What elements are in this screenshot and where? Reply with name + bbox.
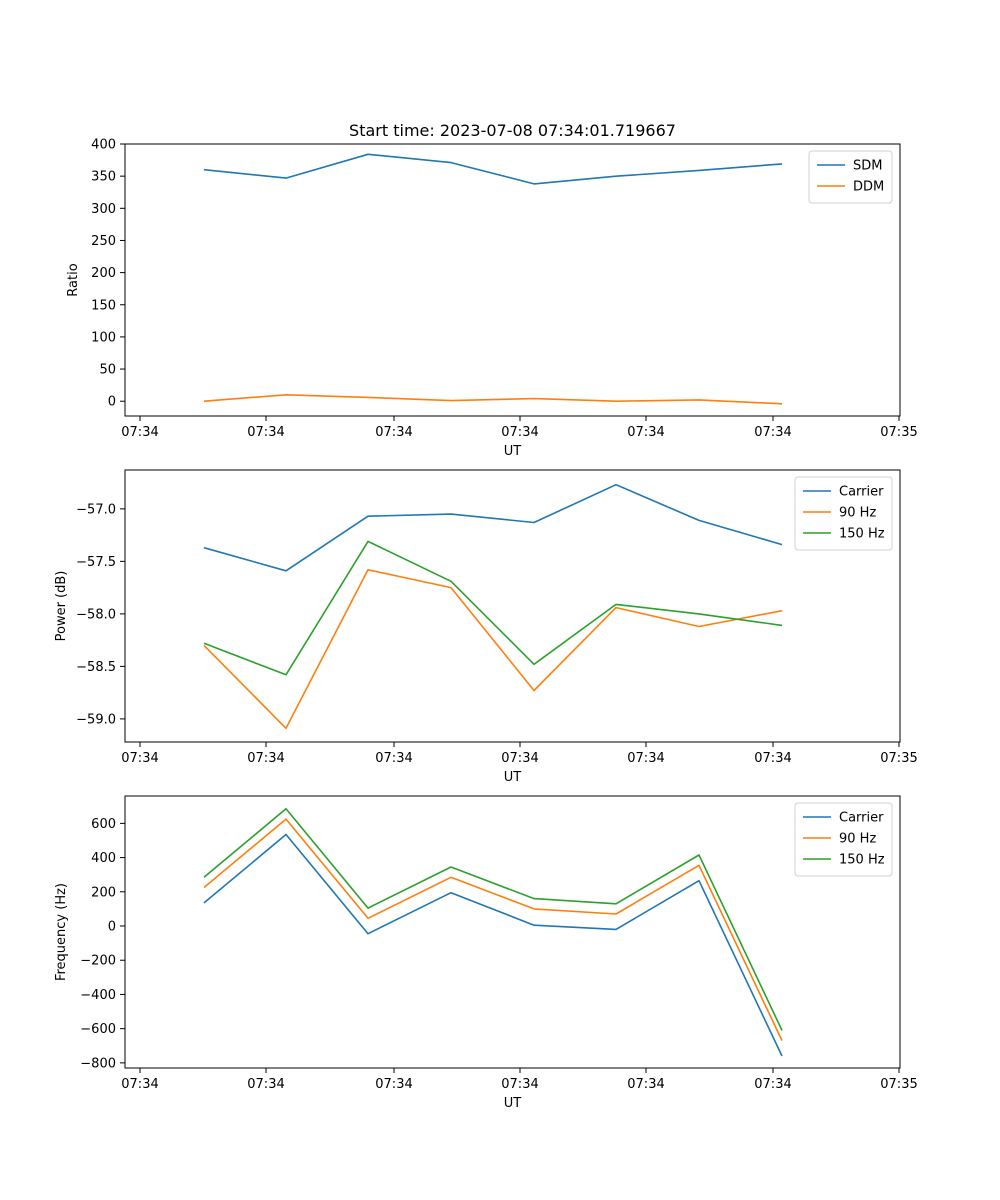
series-line-150-hz <box>203 540 783 676</box>
x-tick-label: 07:34 <box>121 1077 158 1092</box>
series-line-carrier <box>203 483 783 572</box>
series-line-90-hz <box>203 818 783 1041</box>
plot-frame <box>124 795 901 1069</box>
x-tick-label: 07:34 <box>247 425 284 440</box>
series-line-carrier <box>203 833 783 1057</box>
legend-box <box>794 476 893 551</box>
plot-frame <box>124 469 901 743</box>
legend: SDM DDM <box>808 150 893 204</box>
y-tick-label: −400 <box>80 988 116 1003</box>
legend-label: 90 Hz <box>839 506 876 521</box>
y-tick-label: 0 <box>108 920 116 935</box>
legend: Carrier 90 Hz 150 Hz <box>794 476 893 551</box>
y-tick-label: 300 <box>91 202 116 217</box>
x-tick-label: 07:34 <box>627 425 664 440</box>
x-tick-label: 07:34 <box>754 425 791 440</box>
x-tick-label: 07:34 <box>121 425 158 440</box>
x-tick-label: 07:34 <box>501 425 538 440</box>
legend-label: 150 Hz <box>839 527 885 542</box>
legend-label: Carrier <box>839 811 884 826</box>
x-axis-label: UT <box>504 1096 522 1111</box>
x-tick-label: 07:35 <box>880 1077 917 1092</box>
series-line-ddm <box>203 393 783 405</box>
legend-label: SDM <box>853 159 882 174</box>
y-tick-label: 600 <box>91 817 116 832</box>
y-axis-label: Power (dB) <box>54 571 69 642</box>
x-tick-label: 07:34 <box>754 751 791 766</box>
frequency-panel: 07:34 07:34 07:34 07:34 07:34 07:34 07:35 UT −80… <box>54 795 918 1111</box>
y-tick-label: 200 <box>91 885 116 900</box>
y-tick-label: 0 <box>108 395 116 410</box>
plot-frame <box>124 143 901 417</box>
x-tick-label: 07:34 <box>247 1077 284 1092</box>
legend: Carrier 90 Hz 150 Hz <box>794 802 893 877</box>
x-tick-label: 07:34 <box>375 751 412 766</box>
y-tick-label: −57.0 <box>76 502 116 517</box>
y-tick-label: 350 <box>91 170 116 185</box>
x-tick-label: 07:34 <box>627 751 664 766</box>
legend-box <box>808 150 893 204</box>
y-tick-label: 400 <box>91 851 116 866</box>
y-axis-label: Frequency (Hz) <box>54 883 69 981</box>
y-tick-label: 250 <box>91 234 116 249</box>
x-axis-label: UT <box>504 444 522 459</box>
y-tick-label: −200 <box>80 954 116 969</box>
legend-label: 90 Hz <box>839 832 876 847</box>
x-tick-label: 07:34 <box>375 425 412 440</box>
y-tick-label: −59.0 <box>76 712 116 727</box>
legend-label: 150 Hz <box>839 853 885 868</box>
series-line-sdm <box>203 153 783 185</box>
legend-box <box>794 802 893 877</box>
legend-label: DDM <box>853 180 884 195</box>
legend-label: Carrier <box>839 485 884 500</box>
chart-title: Start time: 2023-07-08 07:34:01.719667 <box>349 121 676 140</box>
y-tick-label: 150 <box>91 298 116 313</box>
ratio-panel: 07:34 07:34 07:34 07:34 07:34 07:34 07:35 UT 0 50… <box>66 121 918 459</box>
y-tick-label: 50 <box>99 363 116 378</box>
x-tick-label: 07:34 <box>627 1077 664 1092</box>
y-tick-label: −58.5 <box>76 660 116 675</box>
y-tick-label: −800 <box>80 1056 116 1071</box>
y-tick-label: −58.0 <box>76 607 116 622</box>
series-line-90-hz <box>203 568 783 730</box>
x-tick-label: 07:34 <box>121 751 158 766</box>
y-tick-label: 200 <box>91 266 116 281</box>
power-panel: 07:34 07:34 07:34 07:34 07:34 07:34 07:35 UT −59… <box>54 469 918 785</box>
x-tick-label: 07:34 <box>501 751 538 766</box>
y-tick-label: 100 <box>91 330 116 345</box>
x-axis-label: UT <box>504 770 522 785</box>
x-tick-label: 07:35 <box>880 425 917 440</box>
x-tick-label: 07:34 <box>501 1077 538 1092</box>
x-tick-label: 07:34 <box>375 1077 412 1092</box>
x-tick-label: 07:34 <box>247 751 284 766</box>
y-tick-label: −57.5 <box>76 555 116 570</box>
series-line-150-hz <box>203 807 783 1031</box>
x-tick-label: 07:35 <box>880 751 917 766</box>
y-tick-label: −600 <box>80 1022 116 1037</box>
x-tick-label: 07:34 <box>754 1077 791 1092</box>
y-tick-label: 400 <box>91 138 116 153</box>
y-axis-label: Ratio <box>66 263 81 296</box>
